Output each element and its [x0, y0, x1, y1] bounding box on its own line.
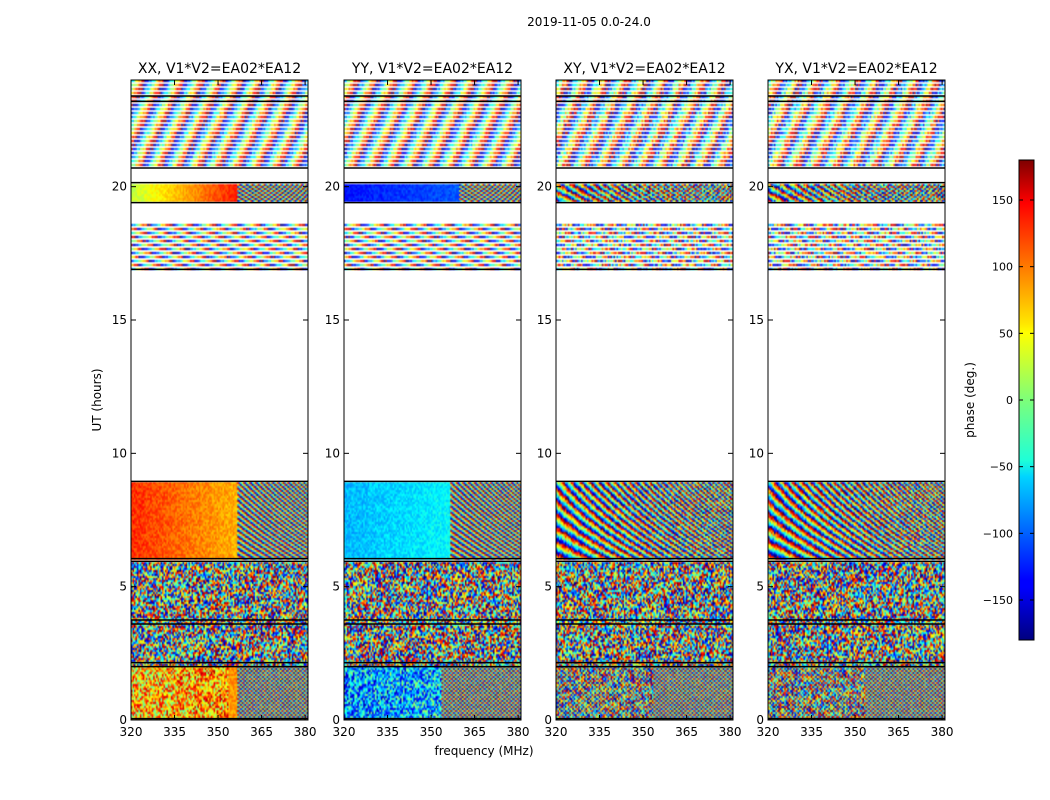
y-tick-label: 10	[749, 446, 764, 460]
x-tick-label: 365	[675, 725, 698, 739]
colorbar-tick-label: −100	[983, 527, 1013, 540]
x-axis-label: frequency (MHz)	[434, 744, 533, 758]
x-tick-label: 335	[588, 725, 611, 739]
colorbar: −150 −100 −50 0 50 100 150 phase (deg.)	[963, 159, 1035, 641]
x-tick-label: 335	[376, 725, 399, 739]
y-tick-label: 20	[537, 180, 552, 194]
x-tick-label: 365	[463, 725, 486, 739]
colorbar-tick-label: 150	[992, 194, 1013, 207]
panel-title: YY, V1*V2=EA02*EA12	[351, 61, 513, 77]
panels-group: XX, V1*V2=EA02*EA12 0 5 10 15 20 320 335 350 365 3…	[112, 61, 954, 739]
x-tick-label: 320	[757, 725, 780, 739]
colorbar-tick-label: 50	[999, 327, 1013, 340]
colorbar-tick-label: 0	[1006, 394, 1013, 407]
y-tick-label: 15	[749, 313, 764, 327]
colorbar-tick-label: −150	[983, 594, 1013, 607]
x-tick-label: 320	[120, 725, 143, 739]
panel-frame	[343, 79, 522, 721]
x-tick-label: 380	[931, 725, 954, 739]
x-tick-label: 380	[507, 725, 530, 739]
x-tick-label: 320	[545, 725, 568, 739]
y-tick-label: 5	[119, 580, 127, 594]
y-tick-label: 15	[112, 313, 127, 327]
phase-heatmap	[344, 80, 521, 720]
y-tick-label: 15	[325, 313, 340, 327]
panel-2: YY, V1*V2=EA02*EA12 0 5 10 15 20 320 335 350 365 3…	[325, 61, 530, 739]
y-tick-label: 0	[544, 713, 552, 727]
panel-frame	[555, 79, 734, 721]
colorbar-tick-label: 100	[992, 261, 1013, 274]
colorbar-tick-label: −50	[990, 461, 1013, 474]
y-tick-label: 20	[325, 180, 340, 194]
x-tick-label: 350	[844, 725, 867, 739]
y-tick-label: 15	[537, 313, 552, 327]
y-tick-label: 10	[112, 446, 127, 460]
y-tick-label: 0	[119, 713, 127, 727]
x-tick-label: 335	[163, 725, 186, 739]
y-tick-label: 10	[537, 446, 552, 460]
panel-3: XY, V1*V2=EA02*EA12 0 5 10 15 20 320 335 350 365 3…	[537, 61, 742, 739]
y-tick-label: 20	[112, 180, 127, 194]
x-tick-label: 350	[420, 725, 443, 739]
x-tick-label: 350	[632, 725, 655, 739]
x-tick-label: 320	[333, 725, 356, 739]
y-tick-label: 0	[332, 713, 340, 727]
y-tick-label: 5	[756, 580, 764, 594]
panel-title: XY, V1*V2=EA02*EA12	[563, 61, 725, 77]
x-tick-label: 365	[887, 725, 910, 739]
colorbar-label: phase (deg.)	[963, 362, 977, 438]
y-tick-label: 10	[325, 446, 340, 460]
phase-heatmap	[768, 80, 945, 720]
panel-title: XX, V1*V2=EA02*EA12	[138, 61, 301, 77]
y-tick-label: 5	[544, 580, 552, 594]
x-tick-label: 365	[250, 725, 273, 739]
phase-heatmap	[556, 80, 733, 720]
y-tick-label: 20	[749, 180, 764, 194]
x-tick-label: 380	[719, 725, 742, 739]
y-axis-label: UT (hours)	[90, 368, 104, 431]
panel-1: XX, V1*V2=EA02*EA12 0 5 10 15 20 320 335 350 365 3…	[112, 61, 317, 739]
panel-title: YX, V1*V2=EA02*EA12	[774, 61, 937, 77]
panel-4: YX, V1*V2=EA02*EA12 0 5 10 15 20 320 335 350 365 3…	[749, 61, 954, 739]
x-tick-label: 380	[294, 725, 317, 739]
suptitle: 2019-11-05 0.0-24.0	[527, 15, 651, 29]
y-tick-label: 5	[332, 580, 340, 594]
y-tick-label: 0	[756, 713, 764, 727]
panel-frame	[767, 79, 946, 721]
panel-frame	[130, 79, 309, 721]
x-tick-label: 335	[800, 725, 823, 739]
phase-heatmap	[131, 80, 308, 720]
x-tick-label: 350	[207, 725, 230, 739]
colorbar-ticks: −150 −100 −50 0 50 100 150	[983, 194, 1034, 607]
